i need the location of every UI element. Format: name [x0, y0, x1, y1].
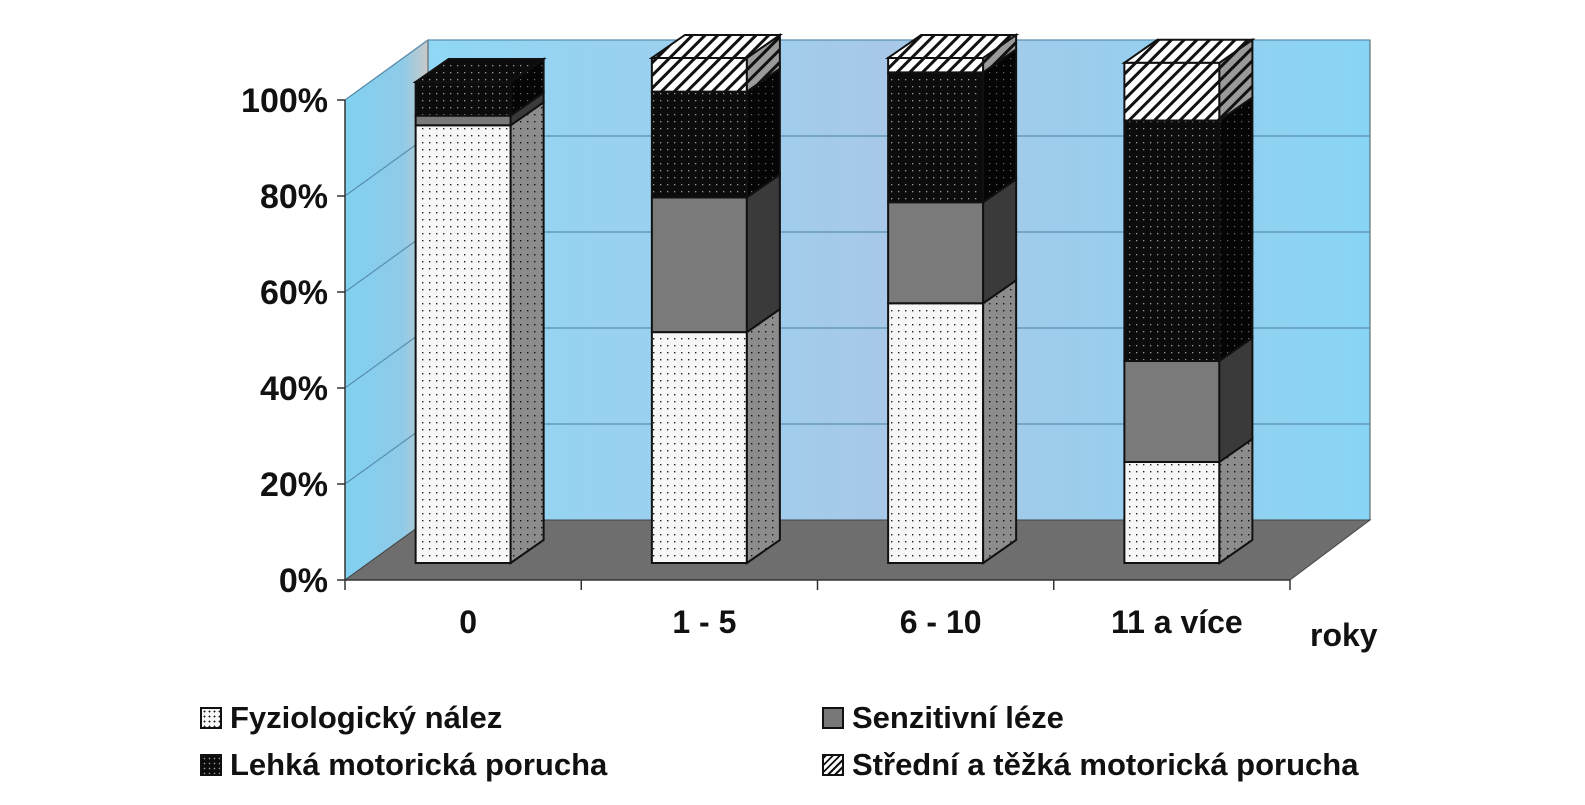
- bar-segment: [1123, 61, 1221, 122]
- bar-segment: [650, 196, 748, 334]
- bar-segment: [1123, 460, 1221, 564]
- bar-segment: [414, 114, 512, 127]
- bar-segment: [650, 56, 748, 93]
- bar-segment: [414, 81, 512, 117]
- bar-stack: [884, 33, 1020, 565]
- x-tick-label: 0: [459, 604, 477, 640]
- y-tick-label: 40%: [260, 370, 328, 408]
- y-tick-label: 20%: [260, 466, 328, 504]
- y-tick-label: 0%: [279, 562, 328, 600]
- y-tick-label: 80%: [260, 178, 328, 216]
- bar-segment: [650, 90, 748, 199]
- bar-segment-side: [745, 172, 781, 335]
- bar-segment-side: [509, 100, 545, 565]
- x-axis-title: roky: [1310, 617, 1378, 653]
- bar-segment: [1123, 359, 1221, 463]
- bar-segment-side: [982, 278, 1018, 565]
- bar-segment-side: [982, 47, 1018, 205]
- bar-segment: [887, 56, 985, 74]
- x-tick-label: 6 - 10: [900, 604, 982, 640]
- bar-top: [884, 33, 1020, 59]
- bar-segment: [887, 201, 985, 305]
- bar-segment-side: [1218, 95, 1254, 363]
- bar-top: [1121, 38, 1256, 64]
- bar-segment: [1123, 119, 1221, 362]
- gridline: [344, 39, 1370, 101]
- bar-segment: [650, 331, 748, 564]
- y-tick-label: 60%: [260, 274, 328, 312]
- bar-stack: [1121, 37, 1256, 565]
- x-tick-label: 1 - 5: [672, 604, 736, 640]
- bar-segment-side: [745, 307, 781, 565]
- bar-top: [412, 58, 547, 83]
- bar-top: [648, 33, 784, 59]
- y-tick-label: 100%: [241, 82, 328, 120]
- bar-segment: [414, 124, 512, 564]
- bar-segment: [887, 302, 985, 564]
- bar-segment: [887, 71, 985, 204]
- bar-stack: [412, 57, 547, 565]
- x-tick-label: 11 a více: [1111, 604, 1243, 640]
- bar-stack: [648, 33, 784, 565]
